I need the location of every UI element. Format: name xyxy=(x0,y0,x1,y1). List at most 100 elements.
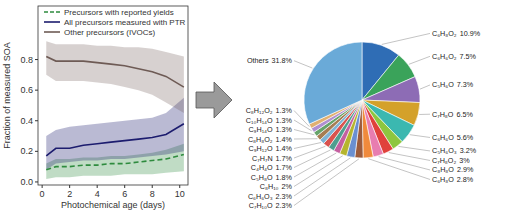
pie-label-name: C₉H₁₄O xyxy=(248,125,273,134)
pie-label-value: 5.6% xyxy=(457,133,474,142)
pie-label: C₅H₆O₃3.2% xyxy=(432,146,477,155)
pie-label-name: C₅H₆O₃ xyxy=(432,146,457,155)
plot-frame xyxy=(38,6,188,185)
pie-label-name: C₆H₆O₂ xyxy=(432,52,457,61)
pie-label-name: C₁₀H₁₄O xyxy=(246,116,273,125)
leader-line xyxy=(294,156,343,187)
leader-line xyxy=(294,138,318,139)
leader-line xyxy=(379,157,430,170)
pie-label: C₆H₈O₂10.9% xyxy=(432,29,481,38)
pie-label: C₉H₁₂O1.4% xyxy=(249,144,293,153)
pie-slice xyxy=(362,77,420,103)
pie-label: C₉H₁₄O1.3% xyxy=(248,125,292,134)
leader-line xyxy=(294,130,314,135)
pie-label-name: C₈H₁₀ xyxy=(260,182,279,191)
pie-label-value: 1.4% xyxy=(276,135,293,144)
legend-swatch xyxy=(44,11,60,13)
pie-label-name: C₇H₈O xyxy=(432,110,454,119)
pie xyxy=(304,42,420,158)
pie-label-name: C₄H₄O xyxy=(251,163,273,172)
pie-label: C₆H₆O₃2.3% xyxy=(248,192,293,201)
pie-label: C₈H₁₂O₂1.3% xyxy=(246,106,293,115)
leader-line xyxy=(389,153,430,161)
pie-label-name: C₆H₆O₃ xyxy=(248,192,273,201)
x-tick xyxy=(69,185,70,188)
y-tick-label: 0.2 xyxy=(20,146,33,156)
x-tick-label: 8 xyxy=(150,189,155,199)
pie-label-value: 1.3% xyxy=(276,106,293,115)
x-tick xyxy=(97,185,98,188)
x-axis-label: Photochemical age (days) xyxy=(61,200,165,210)
series-line xyxy=(46,56,184,87)
leader-line xyxy=(398,146,430,151)
series-line xyxy=(46,154,184,169)
leader-line xyxy=(294,111,309,127)
leader-line xyxy=(294,61,312,68)
pie-label: C₄H₄O1.7% xyxy=(251,163,293,172)
leader-line xyxy=(419,114,430,115)
leader-line xyxy=(410,135,430,138)
pie-slice xyxy=(304,42,362,124)
y-tick xyxy=(35,181,38,182)
pie-label: C₇H₈O6.5% xyxy=(432,110,473,119)
pie-label-name: C₈H₁₂O₂ xyxy=(246,106,273,115)
leader-line xyxy=(294,146,325,158)
y-tick-label: 0.4 xyxy=(20,116,33,126)
x-tick-label: 2 xyxy=(67,189,72,199)
y-tick xyxy=(35,120,38,121)
pie-label-value: 2.3% xyxy=(276,201,293,210)
pie-label-value: 1.8% xyxy=(276,173,293,182)
pie-label-name: C₈H₈O₂ xyxy=(248,135,273,144)
pie-label: C₈H₈O2.9% xyxy=(432,165,474,174)
pie-label-value: 1.4% xyxy=(276,144,293,153)
band xyxy=(46,41,184,113)
x-tick xyxy=(179,185,180,188)
pie-label: C₈H₈O₂1.4% xyxy=(248,135,293,144)
legend-label: Other precursors (IVOCs) xyxy=(64,28,155,37)
legend-swatch xyxy=(44,21,60,23)
pie-label: C₈H₁₀2% xyxy=(260,182,293,191)
arrow xyxy=(196,82,232,118)
leader-line xyxy=(382,33,430,44)
pie-label-name: C₅H₈O xyxy=(251,173,273,182)
pie-label-value: 1.7% xyxy=(276,163,293,172)
pie-label-name: C₆H₈O₂ xyxy=(432,29,457,38)
pie-label-value: 1.3% xyxy=(276,116,293,125)
series-line xyxy=(46,124,184,156)
pie-label-name: C₇H₇N xyxy=(252,154,273,163)
pie-label: C₇H₇N1.7% xyxy=(252,154,293,163)
band xyxy=(46,98,184,170)
pie-label-name: C₇H₈O₂ xyxy=(432,156,456,165)
y-tick-label: 0.0 xyxy=(20,177,33,187)
y-tick-label: 0.6 xyxy=(20,85,33,95)
pie-label: C₇H₈O₂3% xyxy=(432,156,470,165)
pie-label-value: 10.9% xyxy=(460,29,481,38)
pie-label-name: C₆H₈O xyxy=(432,175,454,184)
pie-label-value: 1.3% xyxy=(276,125,293,134)
pie-label-value: 7.3% xyxy=(457,80,474,89)
pie-labels: C₆H₈O₂10.9%C₆H₆O₂7.5%C₅H₆O7.3%C₇H₈O6.5%C… xyxy=(246,29,481,210)
pie-label-value: 2.9% xyxy=(457,165,474,174)
y-tick-label: 0.8 xyxy=(20,55,33,65)
pie-label: C₅H₆O7.3% xyxy=(432,80,474,89)
x-tick-label: 10 xyxy=(175,189,185,199)
x-tick xyxy=(42,185,43,188)
pie-label-value: 7.5% xyxy=(460,52,477,61)
pie-label-name: C₉H₁₂O xyxy=(249,144,273,153)
x-tick xyxy=(152,185,153,188)
y-tick xyxy=(35,90,38,91)
y-tick xyxy=(35,59,38,60)
pie-label-value: 2.3% xyxy=(276,192,293,201)
pie-label: C₆H₆O5.6% xyxy=(432,133,474,142)
leader-line xyxy=(420,85,430,89)
x-tick-label: 4 xyxy=(95,189,100,199)
pie-label-name: C₈H₈O xyxy=(432,165,454,174)
leader-line xyxy=(409,56,430,64)
plot-area xyxy=(46,41,184,179)
pie-label-name: Others xyxy=(247,56,269,65)
pie-label-value: 1.7% xyxy=(276,154,293,163)
y-tick xyxy=(35,151,38,152)
pie-label-name: C₅H₆O xyxy=(432,80,454,89)
pie-label-value: 2% xyxy=(282,182,293,191)
legend-label: Precursors with reported yields xyxy=(64,8,174,17)
